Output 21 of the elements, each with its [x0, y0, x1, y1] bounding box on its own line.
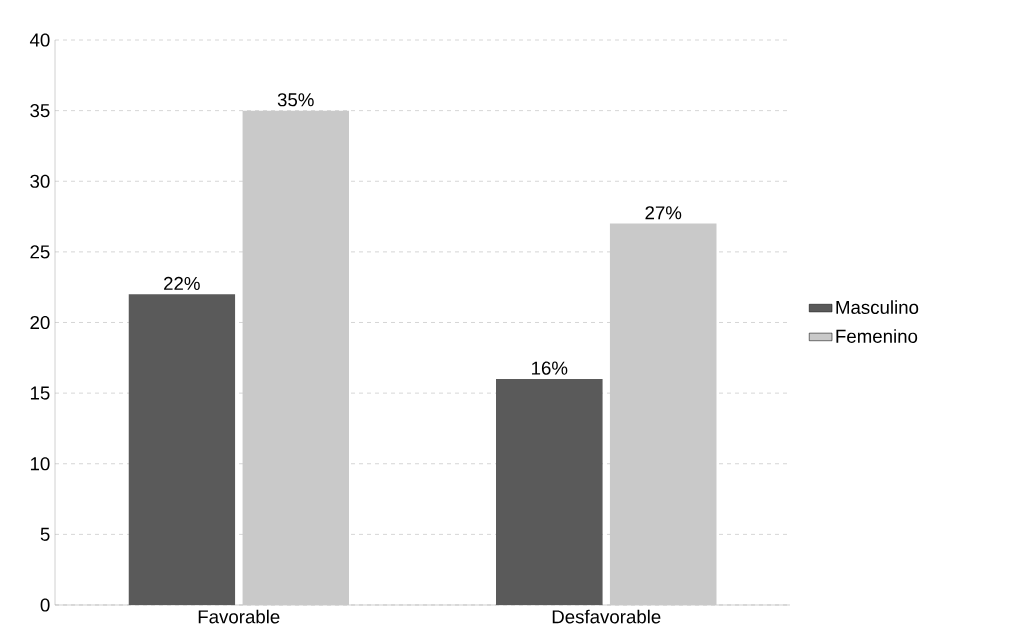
x-tick-label: Favorable — [198, 609, 280, 624]
legend-label: Masculino — [836, 300, 919, 315]
y-tick-label: 25 — [30, 245, 50, 259]
y-tick-label: 20 — [30, 315, 50, 330]
y-tick-label: 35 — [30, 104, 50, 118]
data-label: 22% — [164, 276, 200, 290]
x-tick-label: Desfavorable — [552, 609, 661, 624]
y-tick-label: 40 — [29, 33, 50, 47]
y-tick-label: 15 — [30, 386, 50, 400]
data-label: 16% — [532, 361, 568, 375]
bar — [242, 110, 350, 605]
y-tick-label: 30 — [30, 174, 50, 188]
data-label: 35% — [277, 93, 314, 107]
legend-label: Femenino — [836, 329, 918, 343]
bar — [609, 223, 717, 605]
y-tick-label: 0 — [40, 598, 50, 612]
bar — [496, 379, 603, 605]
data-label: 27% — [645, 206, 682, 220]
bar — [128, 294, 236, 605]
y-tick-label: 5 — [40, 527, 50, 541]
y-tick-label: 10 — [30, 457, 50, 471]
